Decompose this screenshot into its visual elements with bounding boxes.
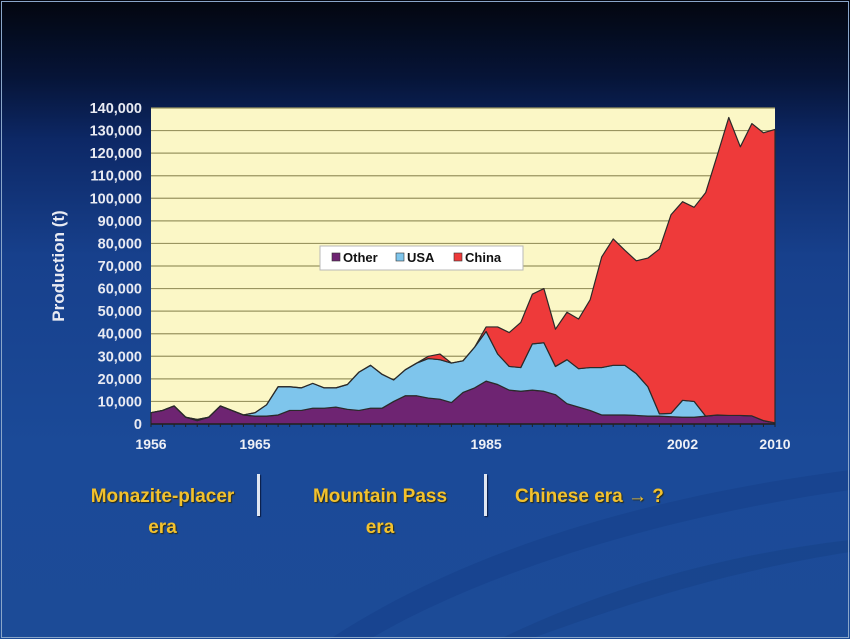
y-tick-label: 70,000	[98, 259, 142, 275]
legend-swatch-other	[331, 252, 341, 262]
era-mountain-pass-line1: Mountain Pass	[312, 486, 448, 507]
legend-swatch-china	[453, 252, 463, 262]
y-tick-label: 130,000	[90, 124, 142, 140]
y-tick-label: 140,000	[90, 101, 142, 117]
y-tick-label: 100,000	[90, 191, 142, 207]
y-tick-label: 10,000	[98, 394, 142, 410]
x-tick-label: 2002	[667, 436, 698, 452]
x-tick-label: 1956	[135, 436, 166, 452]
x-tick-label: 1965	[239, 436, 270, 452]
era-label-monazite: Monazite-placer era	[70, 481, 255, 543]
y-tick-label: 110,000	[90, 169, 142, 185]
era-monazite-line1: Monazite-placer	[90, 486, 235, 507]
data-areas	[150, 116, 776, 425]
legend-swatch-usa	[395, 252, 405, 262]
y-tick-label: 90,000	[98, 214, 142, 230]
era-mountain-pass-line2: era	[365, 517, 395, 538]
era-separator-1965	[257, 474, 260, 516]
y-tick-label: 120,000	[90, 146, 142, 162]
x-tick-label: 1985	[471, 436, 502, 452]
area-china	[150, 116, 776, 424]
y-tick-label: 0	[134, 417, 142, 433]
x-tick-label: 2010	[759, 436, 790, 452]
y-tick-label: 40,000	[98, 327, 142, 343]
y-tick-label: 50,000	[98, 304, 142, 320]
y-tick-label: 20,000	[98, 372, 142, 388]
era-label-chinese: Chinese era → ?	[515, 481, 730, 512]
era-monazite-line2: era	[148, 517, 177, 538]
y-tick-label: 60,000	[98, 282, 142, 298]
y-tick-label: 30,000	[98, 349, 142, 365]
y-tick-label: 80,000	[98, 236, 142, 252]
legend-label-other: Other	[343, 250, 378, 265]
legend-label-usa: USA	[407, 250, 435, 265]
legend: Other USA China	[319, 245, 524, 271]
era-label-mountain-pass: Mountain Pass era	[290, 481, 470, 543]
legend-label-china: China	[465, 250, 502, 265]
y-axis-label: Production (t)	[49, 210, 68, 321]
x-axis-ticks: 1956 1965 1985 2002 2010	[135, 424, 791, 452]
era-separator-1985	[484, 474, 487, 516]
y-axis-ticks: 0 10,000 20,000 30,000 40,000 50,000 60,000 70,…	[90, 101, 142, 433]
era-chinese-line1: Chinese era → ?	[515, 486, 664, 507]
